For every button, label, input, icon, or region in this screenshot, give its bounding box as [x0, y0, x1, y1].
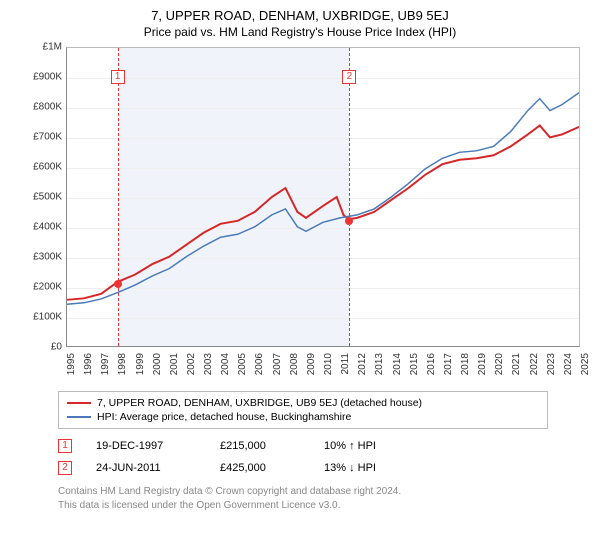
page-subtitle: Price paid vs. HM Land Registry's House …: [12, 25, 588, 39]
legend-item: 7, UPPER ROAD, DENHAM, UXBRIDGE, UB9 5EJ…: [67, 396, 539, 410]
x-tick-label: 2024: [563, 353, 574, 375]
marker-box: 2: [342, 70, 356, 84]
sale-date: 24-JUN-2011: [96, 462, 196, 474]
table-row: 1 19-DEC-1997 £215,000 10% ↑ HPI: [58, 435, 588, 457]
x-tick-label: 2010: [323, 353, 334, 375]
titles: 7, UPPER ROAD, DENHAM, UXBRIDGE, UB9 5EJ…: [12, 8, 588, 39]
x-tick-label: 2025: [580, 353, 591, 375]
x-tick-label: 1998: [117, 353, 128, 375]
marker-dot: [345, 217, 353, 225]
legend-item: HPI: Average price, detached house, Buck…: [67, 410, 539, 424]
sales-table: 1 19-DEC-1997 £215,000 10% ↑ HPI 2 24-JU…: [58, 435, 588, 479]
legend-label: HPI: Average price, detached house, Buck…: [97, 411, 351, 423]
sale-date: 19-DEC-1997: [96, 440, 196, 452]
y-tick-label: £900K: [33, 72, 62, 83]
x-tick-label: 2022: [529, 353, 540, 375]
x-tick-label: 2023: [546, 353, 557, 375]
chart-svg: [67, 48, 579, 346]
legend-label: 7, UPPER ROAD, DENHAM, UXBRIDGE, UB9 5EJ…: [97, 397, 422, 409]
x-tick-label: 2007: [272, 353, 283, 375]
x-tick-label: 1995: [66, 353, 77, 375]
x-tick-label: 2000: [152, 353, 163, 375]
x-tick-label: 2006: [254, 353, 265, 375]
x-tick-label: 1997: [100, 353, 111, 375]
marker-dot: [114, 280, 122, 288]
marker-badge: 2: [58, 461, 72, 475]
y-axis: £0£100K£200K£300K£400K£500K£600K£700K£80…: [20, 47, 66, 347]
series-line-price_paid: [67, 125, 579, 299]
marker-box: 1: [111, 70, 125, 84]
chart-container: 7, UPPER ROAD, DENHAM, UXBRIDGE, UB9 5EJ…: [0, 0, 600, 560]
table-row: 2 24-JUN-2011 £425,000 13% ↓ HPI: [58, 457, 588, 479]
y-tick-label: £0: [51, 342, 62, 353]
y-tick-label: £400K: [33, 222, 62, 233]
sale-price: £425,000: [220, 462, 300, 474]
x-tick-label: 2021: [511, 353, 522, 375]
x-tick-label: 2013: [374, 353, 385, 375]
y-tick-label: £500K: [33, 192, 62, 203]
y-tick-label: £100K: [33, 312, 62, 323]
y-tick-label: £200K: [33, 282, 62, 293]
x-tick-label: 2002: [186, 353, 197, 375]
x-tick-label: 2016: [426, 353, 437, 375]
x-tick-label: 2019: [477, 353, 488, 375]
footer: Contains HM Land Registry data © Crown c…: [58, 485, 588, 512]
footer-line: This data is licensed under the Open Gov…: [58, 499, 588, 513]
y-tick-label: £600K: [33, 162, 62, 173]
x-tick-label: 2015: [409, 353, 420, 375]
x-tick-label: 2009: [306, 353, 317, 375]
x-axis: 1995 1996 1997 1998 1999 2000 2001 2002 2003 2004…: [66, 347, 580, 387]
marker-line: [349, 48, 350, 346]
marker-line: [118, 48, 119, 346]
x-tick-label: 2014: [392, 353, 403, 375]
sale-hpi-delta: 13% ↓ HPI: [324, 462, 424, 474]
x-tick-label: 2017: [443, 353, 454, 375]
footer-line: Contains HM Land Registry data © Crown c…: [58, 485, 588, 499]
x-tick-label: 2011: [340, 353, 351, 375]
page-title: 7, UPPER ROAD, DENHAM, UXBRIDGE, UB9 5EJ: [12, 8, 588, 23]
marker-badge: 1: [58, 439, 72, 453]
x-tick-label: 2012: [357, 353, 368, 375]
legend-swatch: [67, 416, 91, 418]
chart-area: £0 £100K £200K £300K £400K £500K £600K £700K £80…: [20, 47, 580, 387]
x-tick-label: 2008: [289, 353, 300, 375]
y-tick-label: £1M: [43, 42, 62, 53]
x-tick-label: 2001: [169, 353, 180, 375]
sale-price: £215,000: [220, 440, 300, 452]
x-tick-label: 2003: [203, 353, 214, 375]
y-tick-label: £700K: [33, 132, 62, 143]
legend-swatch: [67, 402, 91, 404]
x-tick-label: 2018: [460, 353, 471, 375]
series-line-hpi: [67, 93, 579, 305]
sale-hpi-delta: 10% ↑ HPI: [324, 440, 424, 452]
y-tick-label: £800K: [33, 102, 62, 113]
x-tick-label: 1996: [83, 353, 94, 375]
y-tick-label: £300K: [33, 252, 62, 263]
x-tick-label: 2004: [220, 353, 231, 375]
plot-area: 12: [66, 47, 580, 347]
x-tick-label: 2005: [237, 353, 248, 375]
legend: 7, UPPER ROAD, DENHAM, UXBRIDGE, UB9 5EJ…: [58, 391, 548, 429]
x-tick-label: 2020: [494, 353, 505, 375]
x-tick-label: 1999: [135, 353, 146, 375]
